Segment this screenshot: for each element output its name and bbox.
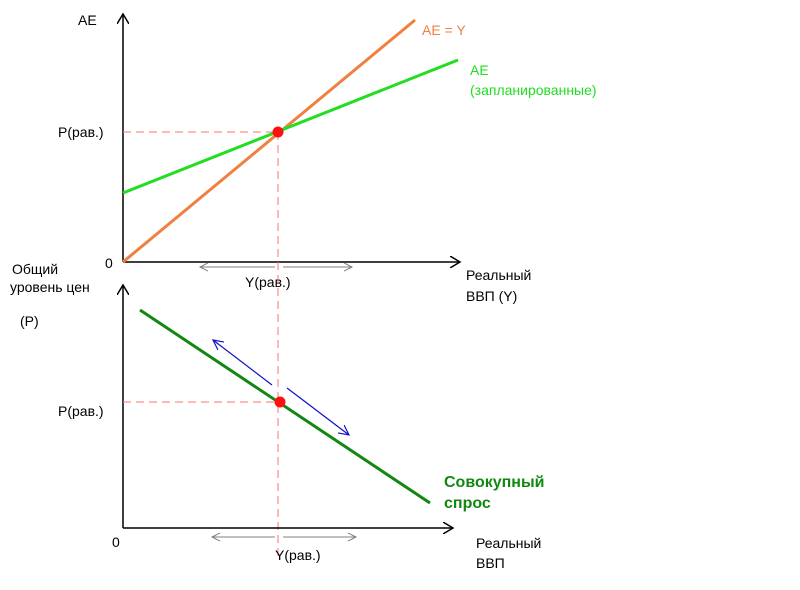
ae-y-line-label: AE = Y xyxy=(422,22,466,38)
top-origin-label: 0 xyxy=(105,255,113,271)
top-x-axis-label-2: ВВП (Y) xyxy=(466,288,517,304)
demand-move-arrow-down xyxy=(286,387,349,435)
top-y-axis-label: AE xyxy=(78,12,97,28)
top-equilibrium-point xyxy=(272,126,284,138)
bottom-x-axis-label-2: ВВП xyxy=(476,555,505,571)
demand-label-2: спрос xyxy=(444,495,491,512)
top-p-eq-label: P(рав.) xyxy=(58,124,104,140)
bottom-y-axis-label-3: (P) xyxy=(20,313,39,329)
aggregate-demand-line xyxy=(139,308,431,505)
bottom-y-axis-label-1: Общий xyxy=(12,261,58,277)
top-y-eq-label: Y(рав.) xyxy=(245,274,291,290)
demand-move-arrow-up xyxy=(213,340,273,386)
bottom-origin-label: 0 xyxy=(112,534,120,550)
bottom-y-axis-label-2: уровень цен xyxy=(10,279,90,295)
bottom-p-eq-label: P(рав.) xyxy=(58,403,104,419)
bottom-equilibrium-point xyxy=(274,396,286,408)
bottom-x-axis-label-1: Реальный xyxy=(476,535,541,551)
ae-planned-line xyxy=(122,58,459,195)
ae-y-line xyxy=(122,18,416,264)
ae-planned-label-1: AE xyxy=(470,62,489,78)
top-x-axis-label-1: Реальный xyxy=(466,267,531,283)
demand-label-1: Совокупный xyxy=(444,474,544,491)
ae-planned-label-2: (запланированные) xyxy=(470,82,597,98)
bottom-y-eq-label: Y(рав.) xyxy=(275,547,321,563)
